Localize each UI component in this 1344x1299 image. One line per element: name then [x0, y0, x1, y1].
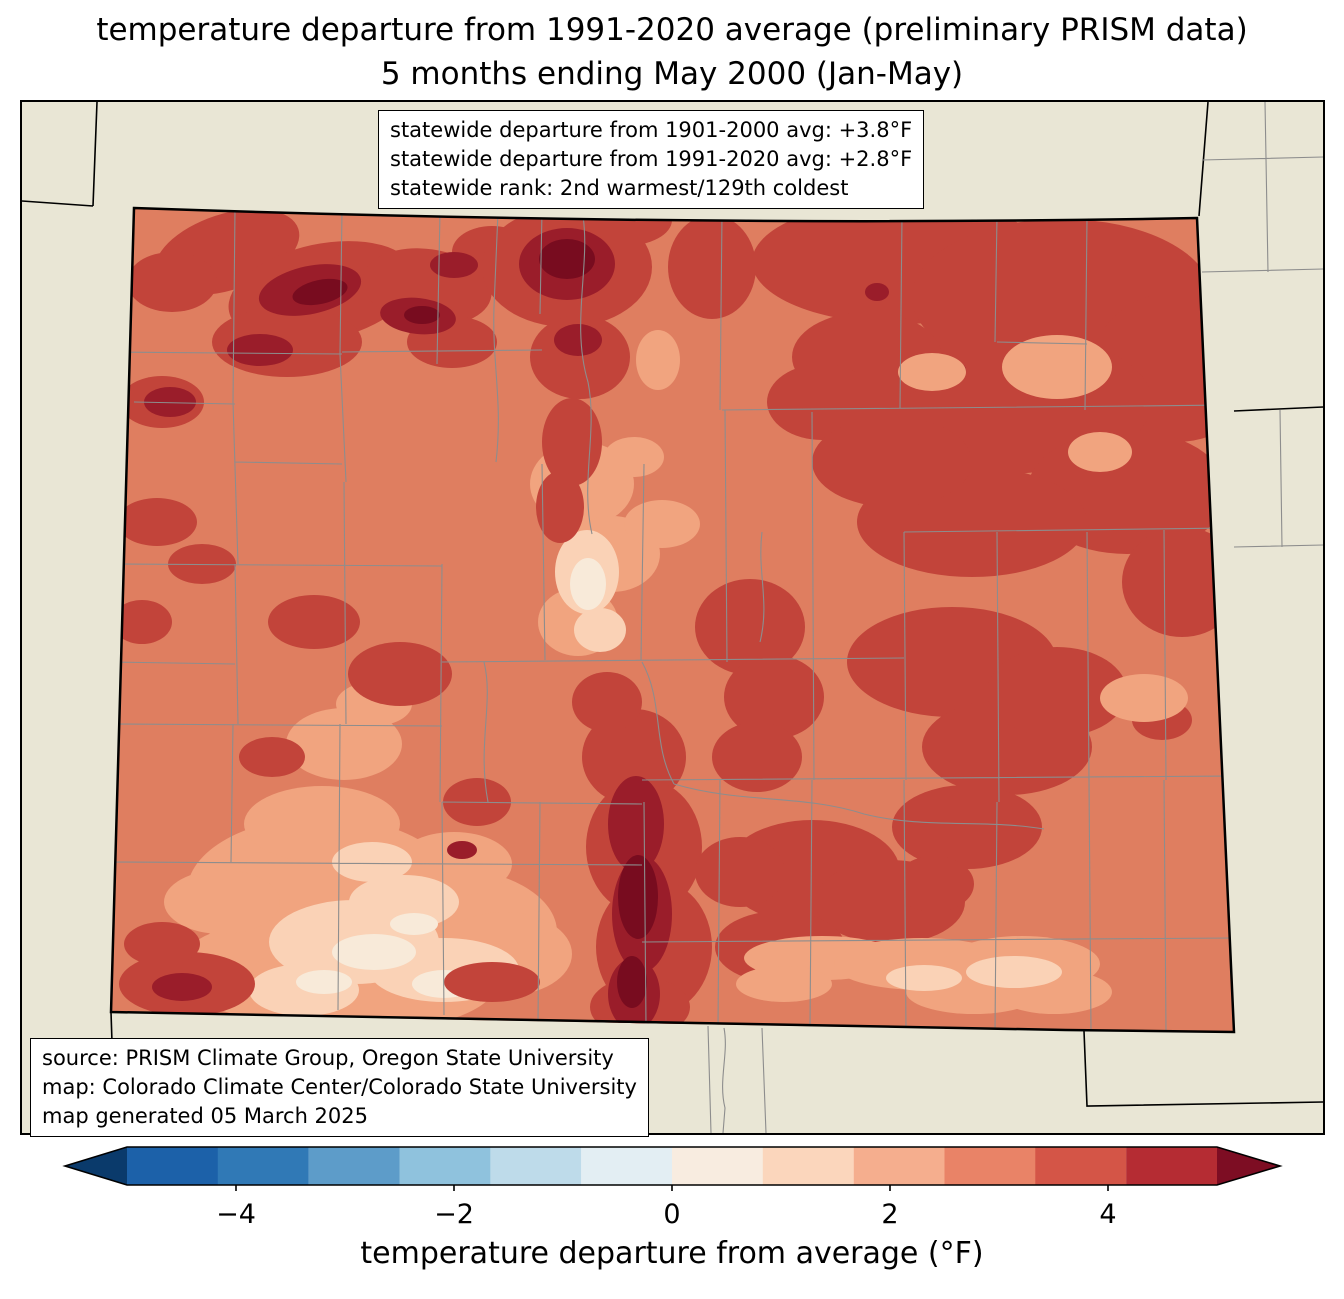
colorbar-segment — [217, 1147, 309, 1185]
anomaly-pink-holes — [636, 330, 1188, 1014]
colorbar-segment — [490, 1147, 582, 1185]
county-lines — [111, 208, 1234, 1032]
colorbar-segment — [308, 1147, 400, 1185]
colorbar-left-arrow — [65, 1147, 127, 1185]
title-line-2: 5 months ending May 2000 (Jan-May) — [380, 56, 964, 92]
source-line-1: source: PRISM Climate Group, Oregon Stat… — [42, 1046, 614, 1070]
colorado-state-border — [109, 206, 1236, 1034]
colorbar-segment — [127, 1147, 218, 1185]
colorbar-tick-label: −4 — [216, 1199, 256, 1230]
colorbar-tick-label: 0 — [663, 1199, 680, 1230]
colorbar-outline — [62, 1146, 1283, 1186]
colorbar-tick-label: −2 — [434, 1199, 474, 1230]
neighbor-state-borders — [22, 102, 1323, 1133]
stats-line-2: statewide departure from 1991-2020 avg: … — [390, 146, 913, 171]
source-line-3: map generated 05 March 2025 — [42, 1103, 369, 1128]
colorbar-tick-marks — [235, 1185, 1109, 1191]
colorbar-segment — [944, 1147, 1036, 1185]
source-line-2: map: Colorado Climate Center/Colorado St… — [42, 1074, 637, 1099]
neighbor-county-lines — [707, 102, 1323, 1133]
colorbar-axis-label: temperature departure from average (°F) — [360, 1236, 984, 1271]
colorado-anomaly-map — [22, 102, 1323, 1133]
colorbar-tick-label: 2 — [881, 1199, 898, 1230]
source-credit-box: source: PRISM Climate Group, Oregon Stat… — [30, 1038, 649, 1137]
colorbar-right-arrow — [1217, 1147, 1280, 1185]
map-axes: statewide departure from 1901-2000 avg: … — [20, 100, 1325, 1137]
anomaly-darkest-regions — [292, 239, 658, 1008]
colorbar-segment — [853, 1147, 945, 1185]
colorbar-segment — [762, 1147, 854, 1185]
colorbar-segment — [581, 1147, 673, 1185]
river-lines — [483, 209, 1045, 830]
statewide-stats-box: statewide departure from 1901-2000 avg: … — [378, 110, 925, 209]
colorbar-segment — [1035, 1147, 1127, 1185]
stats-line-1: statewide departure from 1901-2000 avg: … — [390, 118, 913, 142]
colorbar-segment — [399, 1147, 491, 1185]
stats-line-3: statewide rank: 2nd warmest/129th coldes… — [390, 175, 849, 200]
title-line-1: temperature departure from 1991-2020 ave… — [96, 12, 1248, 48]
colorbar: −4 −2 0 2 4 — [62, 1146, 1283, 1230]
colorbar-segment — [672, 1147, 763, 1185]
colorbar-segment — [1126, 1147, 1217, 1185]
colorbar-tick-label: 4 — [1099, 1199, 1116, 1230]
